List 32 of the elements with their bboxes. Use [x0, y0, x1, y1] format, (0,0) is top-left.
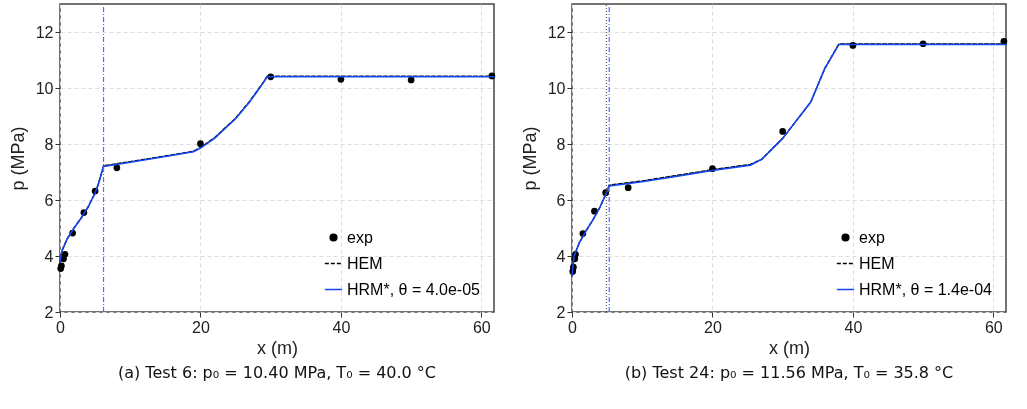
x-tick-label: 0: [56, 318, 66, 336]
y-axis-title: p (MPa): [7, 126, 28, 191]
x-tick-label: 60: [472, 318, 491, 336]
x-axis-title: x (m): [769, 337, 810, 358]
y-tick-label: 6: [556, 191, 566, 209]
legend-label: exp: [347, 228, 373, 246]
x-tick-label: 20: [192, 318, 210, 336]
x-tick-label: 0: [568, 318, 578, 336]
y-tick-label: 4: [44, 247, 54, 265]
y-tick-label: 10: [35, 79, 54, 97]
x-axis-title: x (m): [257, 337, 298, 358]
y-tick-label: 12: [35, 23, 54, 41]
legend-label: exp: [859, 228, 885, 246]
y-tick-label: 2: [44, 303, 54, 321]
y-tick-label: 2: [556, 303, 566, 321]
text: (a) Test 6: p₀ = 10.40 MPa, T₀ = 40.0 °C: [117, 363, 437, 382]
y-tick-label: 8: [44, 135, 54, 153]
y-tick-label: 4: [556, 247, 566, 265]
y-tick-label: 8: [556, 135, 566, 153]
y-axis-title: p (MPa): [519, 126, 540, 191]
x-tick-label: 40: [844, 318, 863, 336]
legend-label: HEM: [347, 254, 383, 272]
legend-label: HRM*, θ = 1.4e-04: [859, 280, 993, 298]
y-tick-label: 10: [547, 79, 566, 97]
legend-label: HRM*, θ = 4.0e-05: [347, 280, 481, 298]
y-tick-label: 12: [547, 23, 566, 41]
y-tick-label: 6: [44, 191, 54, 209]
x-tick-label: 40: [332, 318, 351, 336]
text: (b) Test 24: p₀ = 11.56 MPa, T₀ = 35.8 °C: [624, 363, 954, 382]
x-tick-label: 60: [984, 318, 1003, 336]
legend-label: HEM: [859, 254, 895, 272]
x-tick-label: 20: [704, 318, 722, 336]
